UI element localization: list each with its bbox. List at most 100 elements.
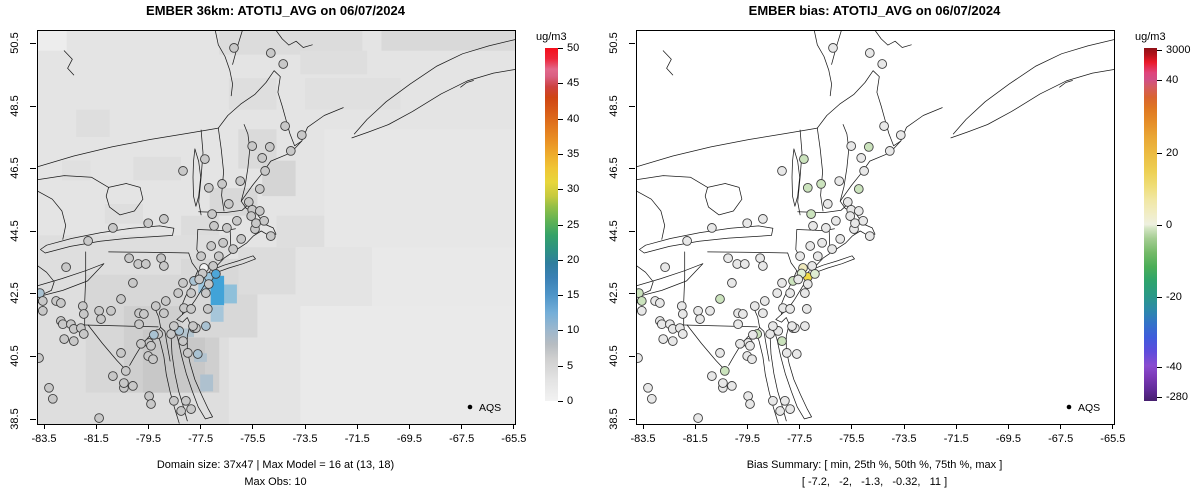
- station-marker: [715, 348, 725, 358]
- station-marker: [637, 305, 647, 316]
- station-marker: [749, 301, 760, 311]
- station-marker: [218, 237, 228, 248]
- station-marker: [800, 321, 810, 331]
- station-marker: [834, 176, 845, 186]
- y-axis-tick: [30, 418, 36, 420]
- left-map-plot: AQS: [37, 30, 516, 425]
- x-axis-tick: [95, 424, 97, 429]
- basemap-line: [816, 127, 824, 212]
- station-marker: [853, 184, 864, 194]
- station-marker: [695, 314, 705, 324]
- station-marker: [707, 371, 717, 381]
- left-colorbar-unit-label: ug/m3: [536, 31, 567, 43]
- raster-cell: [300, 50, 368, 75]
- x-axis-tick: [252, 424, 254, 429]
- station-marker: [159, 308, 169, 319]
- station-marker: [149, 329, 159, 340]
- right-map-plot: AQS: [636, 30, 1115, 425]
- station-marker: [758, 214, 768, 224]
- station-marker: [845, 211, 856, 221]
- station-marker: [228, 244, 238, 254]
- colorbar-tick: [558, 401, 563, 402]
- right-colorbar-unit-label: ug/m3: [1135, 31, 1166, 43]
- raster-cell: [181, 328, 194, 338]
- basemap-line: [637, 175, 708, 188]
- basemap-line: [839, 124, 850, 202]
- station-marker: [775, 406, 785, 416]
- station-marker: [879, 121, 889, 131]
- y-axis-tick: [629, 293, 635, 295]
- x-axis-tick: [1007, 424, 1009, 429]
- station-marker: [136, 338, 146, 349]
- x-axis-tick: [799, 424, 801, 429]
- station-marker: [203, 279, 214, 289]
- station-marker: [178, 278, 188, 288]
- x-axis-tick-label: -83.5: [630, 433, 656, 445]
- left-panel-title: EMBER 36km: ATOTIJ_AVG on 06/07/2024: [146, 3, 405, 18]
- x-axis-tick-label: -81.5: [83, 433, 109, 445]
- station-marker: [188, 321, 198, 331]
- station-marker: [285, 146, 296, 156]
- station-marker: [148, 354, 158, 365]
- basemap-line: [952, 39, 1114, 135]
- y-axis-tick-label: 50.5: [608, 32, 620, 54]
- station-marker: [739, 259, 750, 269]
- basemap-line: [212, 255, 256, 273]
- x-axis-tick-label: -83.5: [31, 433, 57, 445]
- station-marker: [139, 309, 149, 319]
- colorbar-tick: [558, 259, 563, 261]
- station-marker: [864, 231, 875, 241]
- y-axis-tick-label: 42.5: [9, 282, 21, 305]
- x-axis-tick: [746, 424, 748, 429]
- station-marker: [257, 153, 268, 163]
- station-marker: [119, 378, 129, 388]
- station-marker: [785, 288, 795, 298]
- station-marker: [637, 288, 644, 298]
- station-marker: [768, 395, 778, 406]
- basemap-line: [950, 69, 1114, 139]
- station-marker: [259, 215, 269, 226]
- right-caption-line2: [ -7.2, -2, -1.3, -0.32, 11 ]: [801, 476, 948, 488]
- colorbar-tick-label: 45: [567, 77, 580, 90]
- station-marker: [735, 338, 745, 349]
- station-marker: [38, 288, 45, 298]
- raster-cell: [219, 31, 363, 55]
- station-marker: [108, 371, 118, 381]
- y-axis-tick: [30, 43, 36, 44]
- basemap-line: [639, 225, 774, 254]
- station-marker: [108, 223, 118, 233]
- station-marker: [743, 391, 753, 401]
- station-marker: [821, 223, 831, 233]
- station-marker: [246, 211, 257, 221]
- station-marker: [229, 43, 239, 53]
- station-marker: [643, 382, 653, 393]
- station-marker: [677, 309, 688, 319]
- y-axis-tick: [629, 418, 635, 420]
- right-panel-title: EMBER bias: ATOTIJ_AVG on 06/07/2024: [748, 3, 1001, 18]
- basemap-line: [84, 324, 159, 328]
- station-marker: [780, 395, 790, 406]
- raster-cell: [181, 215, 220, 240]
- station-marker: [772, 288, 783, 298]
- colorbar-tick-label: 3000: [1166, 43, 1191, 56]
- station-marker: [727, 278, 737, 288]
- station-marker: [718, 378, 728, 388]
- basemap-line: [637, 190, 666, 240]
- basemap-line: [637, 127, 818, 167]
- station-marker: [693, 305, 703, 316]
- station-marker: [777, 166, 787, 176]
- station-marker: [181, 395, 191, 406]
- station-marker: [723, 253, 733, 264]
- colorbar-tick-label: 20: [567, 253, 580, 266]
- station-marker: [791, 349, 802, 359]
- station-marker: [235, 176, 246, 186]
- station-marker: [278, 59, 289, 69]
- colorbar-tick: [558, 153, 563, 155]
- basemap-line: [38, 175, 109, 188]
- basemap-line: [811, 255, 855, 273]
- station-marker: [186, 288, 196, 298]
- station-marker: [747, 354, 757, 365]
- basemap-line: [1059, 80, 1073, 88]
- y-axis-tick-label: 50.5: [9, 32, 21, 54]
- basemap-line: [791, 148, 801, 207]
